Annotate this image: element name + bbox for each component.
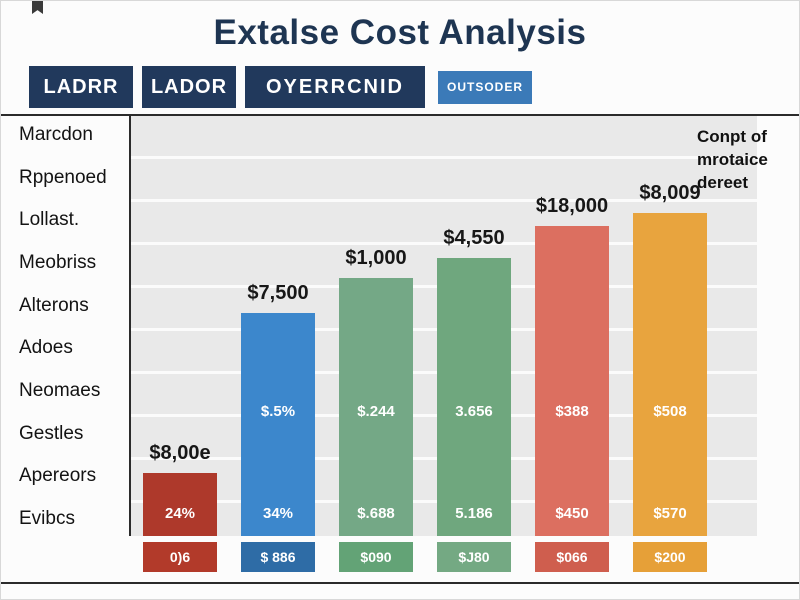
bar-inner-low-label: $.688	[357, 505, 395, 522]
bar-value-label: $1,000	[345, 247, 407, 269]
tab-bar: LADRR LADOR OYERRCNID OUTSODER	[29, 66, 799, 108]
tab-lador[interactable]: LADOR	[142, 66, 236, 108]
y-axis-labels: Marcdon Rppenoed Lollast. Meobriss Alterons A…	[1, 116, 129, 536]
bar-value-label: $8,00e	[149, 442, 211, 464]
bar-inner-mid-label: $.244	[357, 403, 395, 420]
corner-artifact-icon	[32, 1, 43, 14]
y-axis-label: Meobriss	[19, 251, 97, 273]
bar-axis-label: $ 886	[241, 542, 315, 572]
bar: $.244 $.688	[339, 278, 413, 536]
bar-column: $4,550 3.656 5.186	[437, 227, 511, 536]
page-title: Extalse Cost Analysis	[213, 13, 587, 52]
bar-value-label: $4,550	[443, 227, 505, 249]
header-divider	[1, 114, 799, 116]
bar-column: $18,000 $388 $450	[535, 195, 609, 536]
bar-inner-low-label: 34%	[262, 505, 294, 522]
y-axis-label: Apereors	[19, 465, 97, 487]
bar: $.5% 34%	[241, 313, 315, 536]
bar: 3.656 5.186	[437, 258, 511, 536]
bar-column: $8,009 $508 $570	[633, 182, 707, 536]
y-axis-label: Alterons	[19, 294, 89, 316]
tab-ladrr[interactable]: LADRR	[29, 66, 133, 108]
plot-wrap: Conpt of mrotaice dereet $8,00e 24% $7,500…	[129, 116, 768, 572]
bar: 24%	[143, 473, 217, 536]
bar-inner-low-label: $450	[555, 505, 589, 522]
bar-inner-mid-label: $.5%	[260, 403, 296, 420]
y-axis-label: Rppenoed	[19, 166, 107, 188]
tab-oyerrcnid[interactable]: OYERRCNID	[245, 66, 425, 108]
bar-axis-label: $090	[339, 542, 413, 572]
footer-divider	[1, 582, 799, 584]
bar-inner-mid-label: $508	[653, 403, 687, 420]
bar-column: $1,000 $.244 $.688	[339, 247, 413, 536]
bar-value-label: $18,000	[535, 195, 609, 217]
bar-value-label: $8,009	[639, 182, 701, 204]
bar-inner-low-label: 24%	[164, 505, 196, 522]
plot-area: $8,00e 24% $7,500 $.5% 34% $1,000 $.244 $.688 $4…	[129, 116, 757, 536]
bar-value-label: $7,500	[247, 282, 309, 304]
y-axis-label: Gestles	[19, 422, 84, 444]
tab-outsoder[interactable]: OUTSODER	[438, 70, 532, 104]
axis-label-row: 0)6 $ 886 $090 $J80 $066 $200	[129, 536, 757, 572]
bar-inner-low-label: $570	[653, 505, 687, 522]
bar-column: $8,00e 24%	[143, 442, 217, 536]
bar-axis-label: $200	[633, 542, 707, 572]
y-axis-label: Evibcs	[19, 507, 75, 529]
bar-axis-label: 0)6	[143, 542, 217, 572]
bar-axis-label: $066	[535, 542, 609, 572]
y-axis-label: Adoes	[19, 337, 73, 359]
chart-region: Marcdon Rppenoed Lollast. Meobriss Alterons A…	[1, 116, 799, 572]
y-axis-label: Lollast.	[19, 209, 80, 231]
bar-inner-low-label: 5.186	[455, 505, 493, 522]
y-axis-label: Neomaes	[19, 379, 101, 401]
bar: $508 $570	[633, 213, 707, 536]
bar-inner-mid-label: 3.656	[455, 403, 493, 420]
bar: $388 $450	[535, 226, 609, 536]
y-axis-label: Marcdon	[19, 124, 93, 145]
chart-note: Conpt of mrotaice dereet	[697, 127, 768, 192]
bar-inner-mid-label: $388	[555, 403, 589, 420]
bar-axis-label: $J80	[437, 542, 511, 572]
bar-column: $7,500 $.5% 34%	[241, 282, 315, 536]
